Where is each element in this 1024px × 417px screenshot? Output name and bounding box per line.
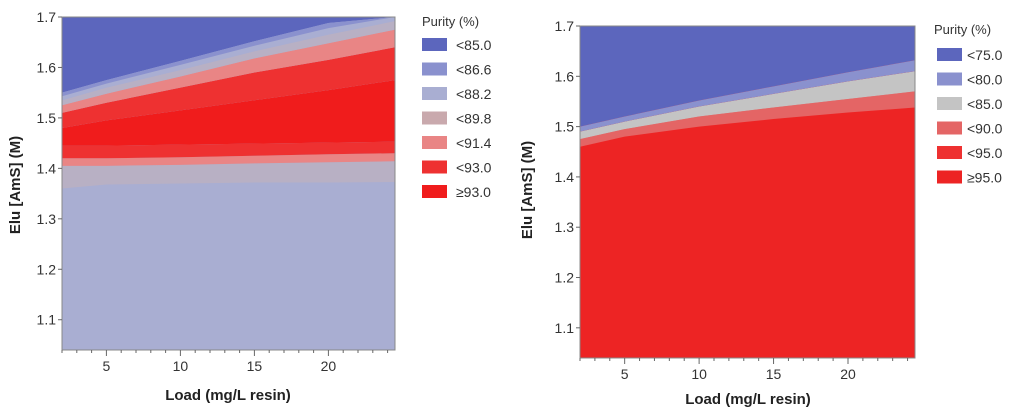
legend-swatch [422,38,447,51]
x-axis-title: Load (mg/L resin) [685,391,811,408]
legend-label: <88.2 [456,86,492,102]
legend-swatch [422,87,447,100]
y-axis-ticks: 1.1 1.2 1.3 1.4 1.5 1.6 1.7 [37,9,62,328]
legend-swatch [937,97,962,110]
legend-swatch [937,170,962,184]
contour-band [62,153,395,166]
x-tick-label: 5 [103,358,111,374]
legend-swatch [422,160,447,174]
x-tick-label: 10 [173,358,189,374]
region-top [580,26,915,127]
x-tick-label: 20 [840,366,856,382]
y-tick-label: 1.1 [37,312,57,328]
y-tick-label: 1.6 [37,59,57,75]
y-tick-label: 1.4 [37,160,57,176]
y-tick-label: 1.5 [555,119,575,135]
y-tick-label: 1.2 [37,261,57,277]
y-tick-label: 1.5 [37,110,57,126]
legend-label: <80.0 [967,72,1003,88]
contour-band [62,17,395,101]
plot-area [61,16,396,351]
y-tick-label: 1.3 [37,211,57,227]
legend-swatch [422,185,447,198]
legend-swatch [937,146,962,159]
contour-band [62,141,395,159]
contour-band [580,60,915,132]
legend-label: <75.0 [967,47,1003,63]
legend-label: <86.6 [456,62,492,78]
contour-band [580,71,915,140]
chart-right: 1.1 1.2 1.3 1.4 1.5 1.6 1.7 5 10 15 20 Load (mg/L… [519,18,1003,408]
legend-label: ≥95.0 [967,170,1002,186]
contour-band [580,91,915,147]
contour-band [62,161,395,189]
contour-band [62,29,395,113]
legend-swatch [422,111,447,125]
y-tick-label: 1.4 [555,169,575,185]
y-tick-label: 1.7 [37,9,57,25]
plot-frame [61,16,396,351]
legend-label: <93.0 [456,160,492,176]
legend-label: <91.4 [456,135,492,151]
x-tick-label: 5 [621,366,629,382]
y-axis-ticks: 1.1 1.2 1.3 1.4 1.5 1.6 1.7 [555,18,580,336]
legend: Purity (%) <85.0 <86.6 <88.2 <89.8 <91.4 <93.… [422,14,492,200]
legend-label: ≥93.0 [456,184,491,200]
legend-swatch [422,136,447,149]
x-axis-title: Load (mg/L resin) [165,387,291,404]
y-axis-title: Elu [AmS] (M) [519,141,536,239]
chart-left: 1.1 1.2 1.3 1.4 1.5 1.6 1.7 5 10 15 20 Load (mg/L… [7,9,492,404]
contour-band [62,47,395,128]
legend-label: <85.0 [456,37,492,53]
legend-title: Purity (%) [422,14,479,29]
x-axis-ticks: 5 10 15 20 [579,358,909,382]
legend-swatch [422,62,447,76]
legend-swatch [937,48,962,61]
contour-band [62,80,395,146]
legend-label: <90.0 [967,121,1003,137]
x-tick-label: 20 [321,358,337,374]
region-top [62,17,395,93]
plot-frame [579,25,916,359]
y-tick-label: 1.3 [555,219,575,235]
y-tick-label: 1.1 [555,320,575,336]
legend-swatch [937,121,962,135]
legend: Purity (%) <75.0 <80.0 <85.0 <90.0 <95.0 ≥95.… [934,22,1003,186]
x-tick-label: 15 [766,366,782,382]
legend-label: <85.0 [967,96,1003,112]
legend-label: <89.8 [456,111,492,127]
y-tick-label: 1.2 [555,270,575,286]
x-tick-label: 15 [247,358,263,374]
legend-label: <95.0 [967,145,1003,161]
y-axis-title: Elu [AmS] (M) [7,136,24,234]
contour-band [62,21,395,106]
legend-swatch [937,72,962,86]
legend-title: Purity (%) [934,22,991,37]
x-tick-label: 10 [691,366,707,382]
plot-area [579,25,916,359]
y-tick-label: 1.7 [555,18,575,34]
x-axis-ticks: 5 10 15 20 [61,350,389,374]
y-tick-label: 1.6 [555,68,575,84]
